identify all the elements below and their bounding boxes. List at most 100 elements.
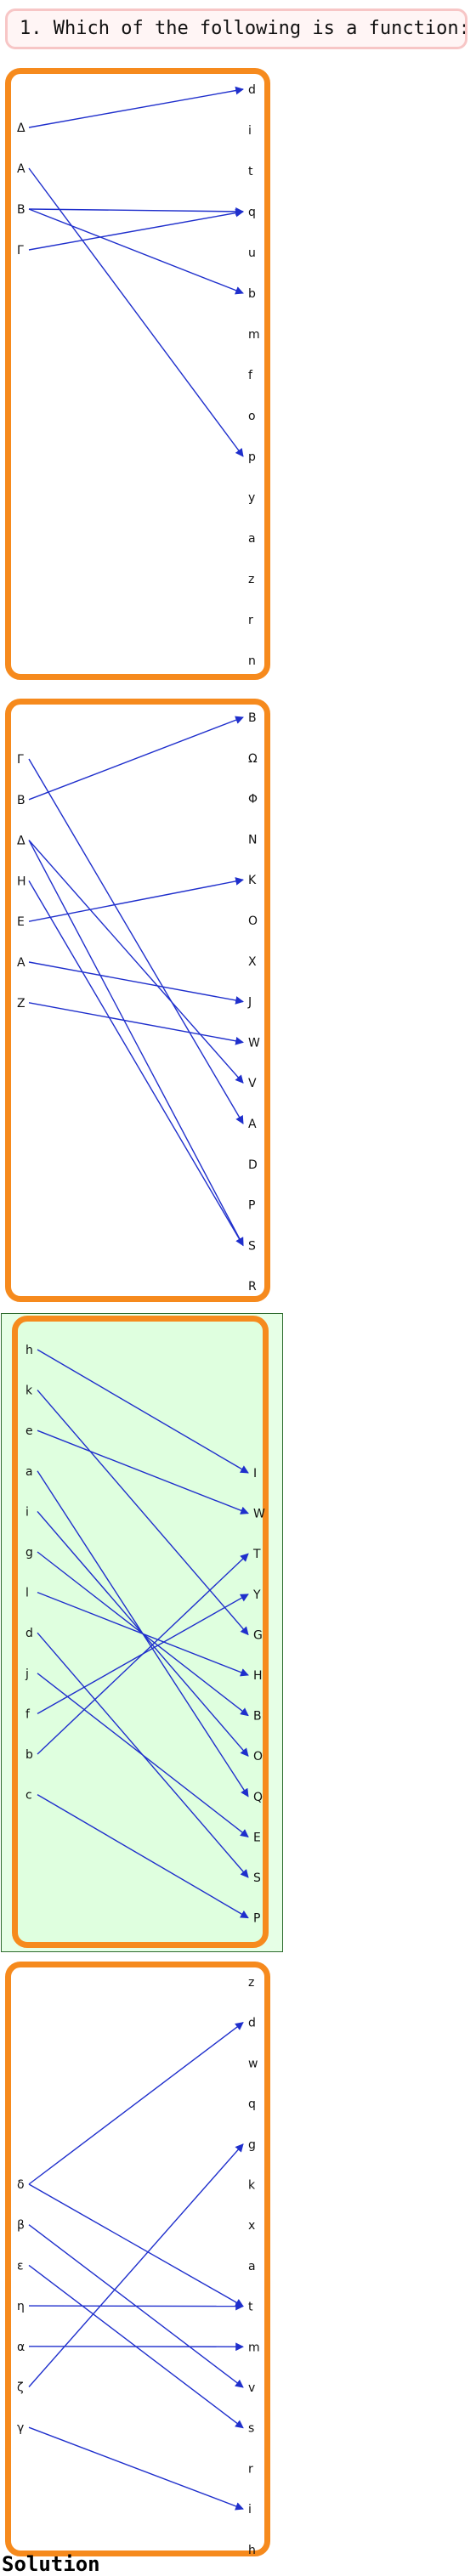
mapping-arrow (28, 208, 244, 295)
mapping-arrow (28, 840, 244, 1084)
domain-element: e (26, 1424, 33, 1438)
codomain-element: Β (248, 711, 257, 725)
codomain-element: t (248, 2301, 253, 2314)
mapping-arrow (28, 716, 244, 801)
mapping-arrow (37, 1430, 249, 1514)
mapping-diagram: h k e a i g l d j f b c I W T Y G H B O Q E S P (25, 1344, 265, 1926)
codomain-element: Χ (248, 955, 257, 969)
codomain-element: m (248, 328, 260, 342)
codomain-element: Φ (248, 793, 258, 807)
codomain-element: x (248, 2219, 255, 2233)
mapping-arrow (28, 167, 244, 457)
domain-element: Η (17, 875, 26, 888)
codomain-element: r (248, 614, 253, 627)
codomain-element: d (248, 2017, 256, 2030)
mapping-arrow (37, 1591, 249, 1677)
codomain-element: d (248, 83, 256, 97)
codomain-element: W (248, 1036, 260, 1050)
domain-element: α (17, 2341, 25, 2354)
domain-element: Γ (17, 244, 24, 258)
codomain-element: Ω (248, 752, 258, 766)
domain-element: Α (17, 956, 26, 970)
mapping-arrow (28, 1002, 244, 1045)
mapping-arrow (28, 207, 244, 216)
codomain-element: T (252, 1548, 261, 1561)
codomain-element: i (248, 2503, 252, 2517)
solution-heading: Solution (2, 2552, 100, 2576)
codomain-element: k (248, 2179, 256, 2193)
mapping-arrow (28, 758, 244, 1124)
domain-element: Β (17, 794, 26, 807)
domain-element: ζ (17, 2381, 24, 2395)
mapping-arrow (28, 877, 244, 922)
question-text: Which of the following is a function: (53, 18, 468, 39)
codomain-element: Q (253, 1791, 263, 1804)
domain-element: i (26, 1505, 29, 1519)
codomain-element: z (248, 1976, 254, 1990)
option-b-mapping[interactable]: Γ Β Δ Η Ε Α Ζ Β Ω Φ Ν Κ Ο Χ J W V Α D Ρ S R (5, 699, 270, 1302)
codomain-element: t (248, 165, 253, 178)
codomain-element: P (253, 1912, 260, 1926)
mapping-diagram: δ β ε η α ζ γ z d w q g k x a t m v s r i h (17, 1976, 260, 2557)
codomain-element: s (248, 2422, 254, 2436)
codomain-element: J (247, 996, 252, 1010)
codomain-element: h (248, 2544, 256, 2557)
mapping-arrow (28, 86, 244, 128)
mapping-diagram: Δ Α Β Γd i t q u b m f o p y a z r n (17, 83, 260, 668)
domain-element: c (26, 1789, 32, 1803)
codomain-element: Ο (248, 914, 258, 928)
codomain-element: f (248, 369, 253, 382)
mapping-arrow (28, 208, 244, 251)
domain-element: ε (17, 2259, 24, 2273)
domain-element: g (26, 1546, 33, 1560)
domain-element: d (26, 1627, 33, 1640)
mapping-arrow (28, 2301, 244, 2311)
question-number: 1. (20, 18, 42, 39)
question-prompt: 1. Which of the following is a function: (5, 8, 468, 49)
mapping-arrow (28, 840, 244, 1247)
codomain-element: u (248, 246, 256, 260)
codomain-element: z (248, 573, 254, 586)
domain-element: Δ (17, 835, 26, 848)
mapping-arrow (37, 1673, 249, 1838)
domain-element: Δ (17, 122, 26, 135)
codomain-element: Α (248, 1118, 257, 1131)
mapping-diagram: Γ Β Δ Η Ε Α Ζ Β Ω Φ Ν Κ Ο Χ J W V Α D Ρ S R (17, 711, 260, 1294)
option-c-mapping[interactable]: h k e a i g l d j f b c I W T Y G H B O Q E S P (12, 1316, 269, 1948)
codomain-element: O (253, 1750, 263, 1764)
domain-element: η (17, 2300, 25, 2313)
domain-element: δ (17, 2178, 25, 2192)
codomain-element: a (248, 532, 256, 546)
codomain-element: G (253, 1628, 263, 1642)
codomain-element: D (248, 1158, 258, 1172)
codomain-element: W (253, 1508, 265, 1521)
mapping-arrow (28, 961, 244, 1005)
codomain-element: p (248, 450, 256, 464)
codomain-element: V (248, 1077, 257, 1090)
domain-element: β (17, 2219, 25, 2233)
codomain-element: w (248, 2057, 258, 2070)
codomain-element: S (248, 1239, 256, 1253)
codomain-element: Κ (248, 874, 257, 887)
codomain-element: Ρ (248, 1199, 255, 1213)
domain-element: h (26, 1344, 33, 1357)
codomain-element: Ν (248, 833, 257, 846)
codomain-element: g (248, 2138, 256, 2152)
codomain-element: q (248, 206, 256, 219)
mapping-arrow (37, 1349, 249, 1474)
codomain-element: m (248, 2341, 260, 2354)
domain-element: b (26, 1748, 33, 1762)
domain-element: a (26, 1465, 33, 1479)
domain-element: l (26, 1587, 29, 1600)
domain-element: f (26, 1707, 31, 1721)
codomain-element: Y (252, 1588, 261, 1602)
codomain-element: S (253, 1871, 261, 1885)
mapping-arrow (37, 1390, 249, 1636)
codomain-element: o (248, 410, 256, 423)
domain-element: Ζ (17, 997, 26, 1011)
codomain-element: b (248, 287, 256, 301)
domain-element: Α (17, 162, 26, 176)
domain-element: γ (17, 2421, 24, 2435)
option-d-mapping[interactable]: δ β ε η α ζ γ z d w q g k x a t m v s r i h (5, 1962, 270, 2557)
